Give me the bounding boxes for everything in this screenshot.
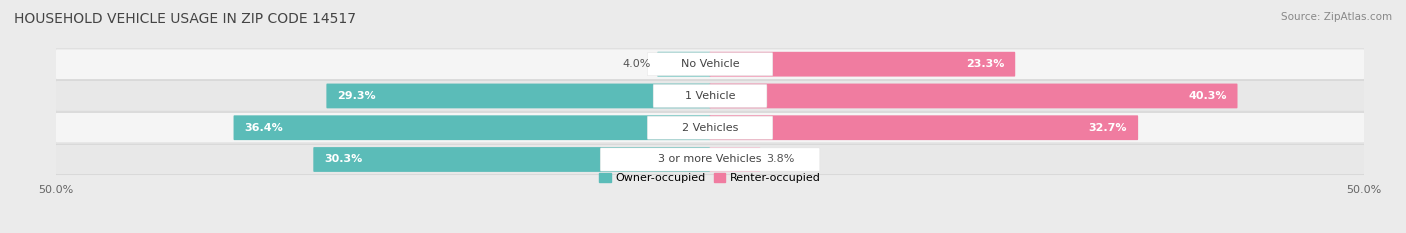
Text: 29.3%: 29.3%	[337, 91, 375, 101]
Text: 4.0%: 4.0%	[623, 59, 651, 69]
FancyBboxPatch shape	[233, 115, 710, 140]
Text: 3.8%: 3.8%	[766, 154, 794, 164]
Text: 1 Vehicle: 1 Vehicle	[685, 91, 735, 101]
FancyBboxPatch shape	[710, 115, 1137, 140]
FancyBboxPatch shape	[56, 113, 1364, 143]
Text: 36.4%: 36.4%	[245, 123, 283, 133]
FancyBboxPatch shape	[710, 147, 761, 172]
Text: 40.3%: 40.3%	[1188, 91, 1226, 101]
FancyBboxPatch shape	[314, 147, 710, 172]
FancyBboxPatch shape	[600, 148, 820, 171]
Text: 30.3%: 30.3%	[325, 154, 363, 164]
FancyBboxPatch shape	[56, 81, 1364, 111]
FancyBboxPatch shape	[710, 52, 1015, 77]
Text: 23.3%: 23.3%	[966, 59, 1004, 69]
Text: 3 or more Vehicles: 3 or more Vehicles	[658, 154, 762, 164]
FancyBboxPatch shape	[710, 84, 1237, 108]
FancyBboxPatch shape	[647, 116, 773, 139]
Text: 2 Vehicles: 2 Vehicles	[682, 123, 738, 133]
Text: 32.7%: 32.7%	[1088, 123, 1128, 133]
FancyBboxPatch shape	[654, 84, 766, 108]
FancyBboxPatch shape	[657, 52, 710, 77]
FancyBboxPatch shape	[647, 53, 773, 76]
FancyBboxPatch shape	[326, 84, 710, 108]
Text: Source: ZipAtlas.com: Source: ZipAtlas.com	[1281, 12, 1392, 22]
Text: HOUSEHOLD VEHICLE USAGE IN ZIP CODE 14517: HOUSEHOLD VEHICLE USAGE IN ZIP CODE 1451…	[14, 12, 356, 26]
FancyBboxPatch shape	[56, 144, 1364, 175]
Text: No Vehicle: No Vehicle	[681, 59, 740, 69]
FancyBboxPatch shape	[56, 49, 1364, 79]
Legend: Owner-occupied, Renter-occupied: Owner-occupied, Renter-occupied	[599, 173, 821, 183]
